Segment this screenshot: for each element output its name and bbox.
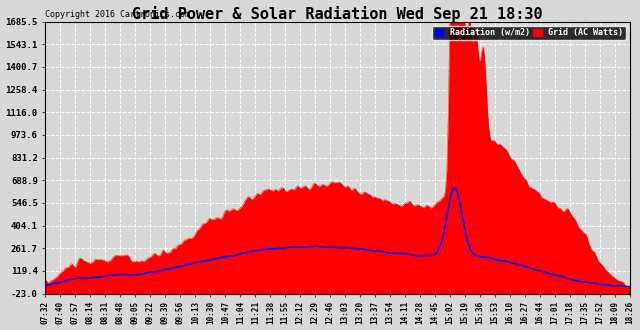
Legend: Radiation (w/m2), Grid (AC Watts): Radiation (w/m2), Grid (AC Watts) <box>433 26 626 40</box>
Text: Copyright 2016 Cartronics.com: Copyright 2016 Cartronics.com <box>45 10 191 19</box>
Title: Grid Power & Solar Radiation Wed Sep 21 18:30: Grid Power & Solar Radiation Wed Sep 21 … <box>132 6 543 21</box>
